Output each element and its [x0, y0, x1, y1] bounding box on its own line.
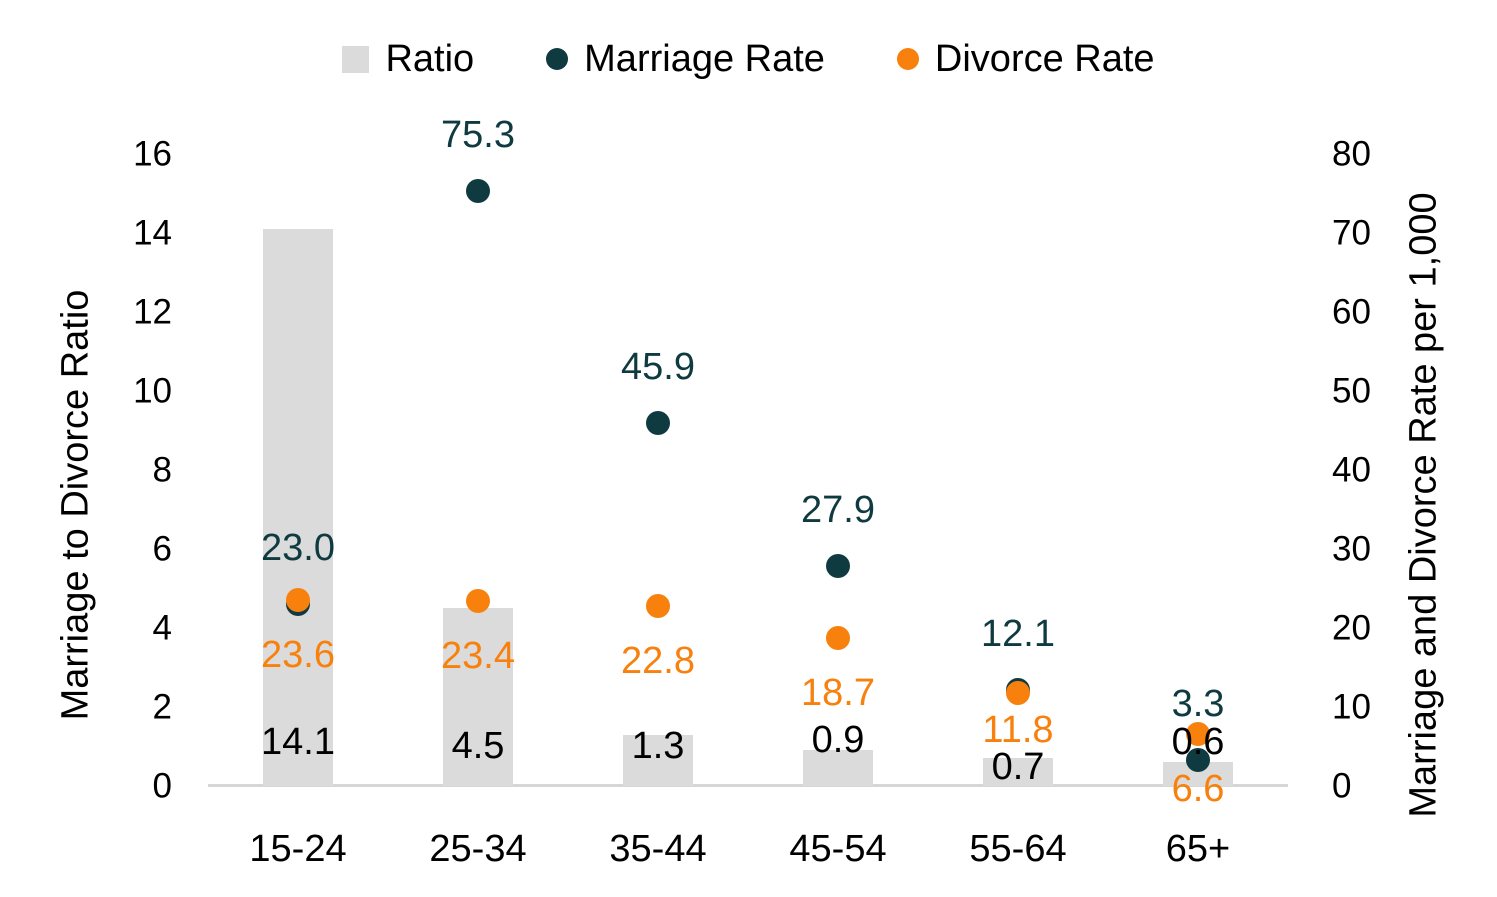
x-axis-label: 65+ [1165, 828, 1231, 870]
left-axis-tick: 14 [133, 213, 172, 253]
divorce-rate-value-label: 23.6 [261, 633, 335, 676]
left-axis-tick: 16 [133, 134, 172, 174]
ratio-bar [1163, 762, 1233, 786]
ratio-bar [623, 734, 693, 786]
divorce-rate-dot [286, 587, 310, 612]
right-axis-tick: 80 [1332, 134, 1371, 174]
x-axis-label: 35-44 [609, 828, 707, 870]
right-axis-tick: 40 [1332, 450, 1371, 490]
marriage-rate-dot [826, 553, 850, 578]
left-axis-tick: 8 [152, 450, 172, 490]
divorce-rate-dot [646, 593, 670, 618]
marriage-rate-value-label: 45.9 [621, 346, 695, 389]
left-axis-tick: 2 [152, 687, 172, 727]
x-axis-label: 45-54 [789, 828, 887, 870]
marriage-rate-value-label: 23.0 [261, 527, 335, 570]
right-axis-tick: 30 [1332, 529, 1371, 569]
ratio-value-label: 4.5 [451, 725, 505, 767]
divorce-rate-dot-icon [896, 48, 919, 70]
marriage-rate-dot [466, 179, 490, 204]
marriage-rate-dot [1186, 747, 1210, 772]
x-axis-line [208, 784, 1288, 787]
legend-label-marriage-rate: Marriage Rate [584, 38, 825, 80]
divorce-rate-value-label: 23.4 [441, 635, 515, 678]
divorce-rate-value-label: 22.8 [621, 639, 695, 682]
marriage-rate-value-label: 12.1 [981, 613, 1055, 656]
right-axis-tick: 0 [1332, 766, 1352, 806]
ratio-bar [983, 758, 1053, 786]
left-axis-tick: 0 [152, 766, 172, 806]
legend-label-ratio: Ratio [385, 38, 475, 80]
divorce-rate-dot [466, 589, 490, 614]
divorce-rate-dot [1186, 721, 1210, 746]
left-axis-tick: 12 [133, 292, 172, 332]
marriage-rate-dot [646, 411, 670, 436]
divorce-rate-dot [1006, 680, 1030, 705]
legend-item-divorce-rate: Divorce Rate [896, 38, 1155, 80]
right-axis-tick: 50 [1332, 371, 1371, 411]
ratio-swatch-icon [342, 45, 370, 73]
right-axis-tick: 10 [1332, 687, 1371, 727]
left-axis-title: Marriage to Divorce Ratio [54, 289, 97, 721]
marriage-rate-dot-icon [546, 48, 569, 70]
ratio-value-label: 0.7 [991, 746, 1045, 788]
divorce-rate-value-label: 11.8 [982, 708, 1054, 751]
ratio-bar [263, 229, 333, 786]
left-axis-tick: 4 [152, 608, 172, 648]
left-axis-tick: 6 [152, 529, 172, 569]
ratio-bar [443, 608, 513, 786]
right-axis-title: Marriage and Divorce Rate per 1,000 [1402, 192, 1445, 818]
marriage-rate-value-label: 75.3 [441, 114, 515, 157]
divorce-rate-value-label: 18.7 [801, 672, 875, 715]
divorce-rate-value-label: 6.6 [1171, 767, 1225, 810]
ratio-bar [803, 750, 873, 786]
legend-label-divorce-rate: Divorce Rate [934, 38, 1155, 80]
right-axis-tick: 70 [1332, 213, 1371, 253]
ratio-value-label: 14.1 [261, 721, 335, 763]
divorce-rate-dot [826, 626, 850, 651]
marriage-rate-value-label: 27.9 [801, 488, 875, 531]
legend: Ratio Marriage Rate Divorce Rate [0, 40, 1497, 78]
x-axis-label: 55-64 [969, 828, 1067, 870]
right-axis-tick: 60 [1332, 292, 1371, 332]
ratio-value-label: 0.6 [1171, 721, 1225, 763]
left-axis-tick: 10 [133, 371, 172, 411]
ratio-value-label: 0.9 [811, 719, 865, 761]
x-axis-label: 25-34 [429, 828, 527, 870]
legend-item-ratio: Ratio [342, 40, 474, 78]
legend-item-marriage-rate: Marriage Rate [546, 40, 825, 78]
x-axis-label: 15-24 [249, 828, 347, 870]
ratio-value-label: 1.3 [631, 725, 685, 767]
right-axis-tick: 20 [1332, 608, 1371, 648]
marriage-rate-value-label: 3.3 [1171, 682, 1225, 725]
